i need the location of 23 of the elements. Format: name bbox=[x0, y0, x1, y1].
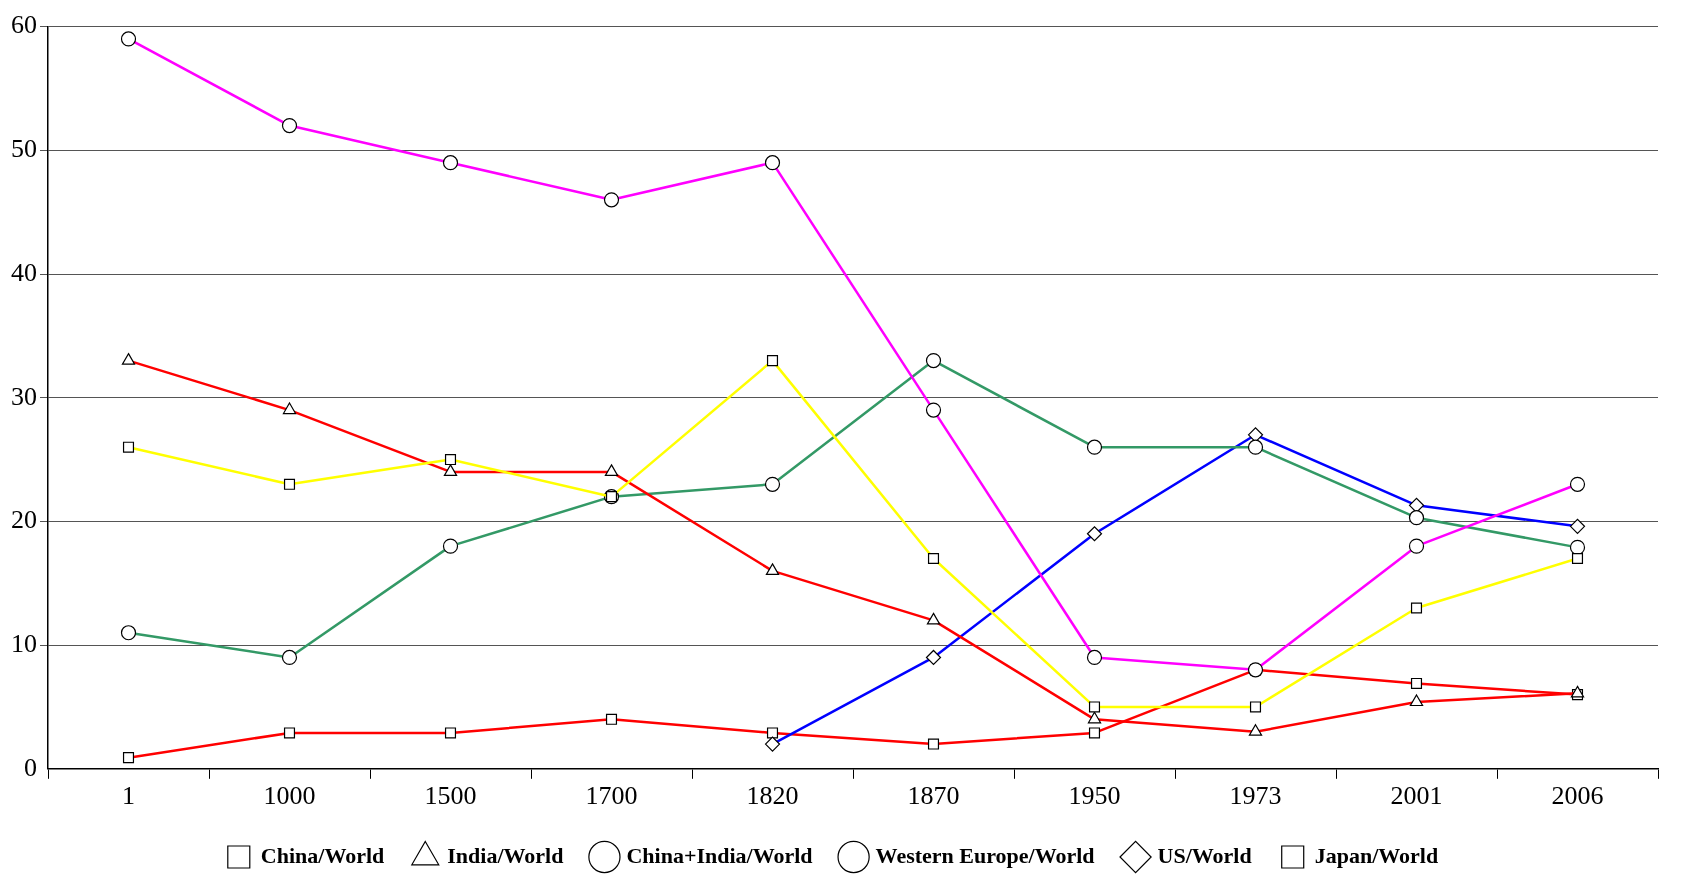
legend-label: India/World bbox=[447, 842, 564, 868]
y-tick-label: 20 bbox=[11, 505, 37, 535]
legend-label: Japan/World bbox=[1314, 842, 1439, 868]
y-tick-label: 60 bbox=[11, 10, 37, 40]
legend-label: US/World bbox=[1157, 842, 1252, 868]
x-tick-label: 1700 bbox=[585, 781, 638, 811]
x-tick-label: 2006 bbox=[1551, 781, 1604, 811]
legend-label: China+India/World bbox=[626, 842, 813, 868]
x-tick-label: 1973 bbox=[1229, 781, 1282, 811]
x-tick-label: 1000 bbox=[263, 781, 316, 811]
y-tick-label: 30 bbox=[11, 381, 37, 411]
x-tick-label: 2001 bbox=[1390, 781, 1443, 811]
x-tick-label: 1950 bbox=[1068, 781, 1121, 811]
y-tick-label: 40 bbox=[11, 257, 37, 287]
y-tick-label: 10 bbox=[11, 628, 37, 658]
x-tick-label: 1870 bbox=[907, 781, 960, 811]
x-tick-label: 1500 bbox=[424, 781, 477, 811]
legend-label: China/World bbox=[260, 842, 385, 868]
x-tick-label: 1820 bbox=[746, 781, 799, 811]
y-tick-label: 50 bbox=[11, 134, 37, 164]
legend-label: Western Europe/World bbox=[875, 842, 1095, 868]
y-tick-label: 0 bbox=[24, 752, 37, 782]
x-tick-label: 1 bbox=[122, 781, 135, 811]
